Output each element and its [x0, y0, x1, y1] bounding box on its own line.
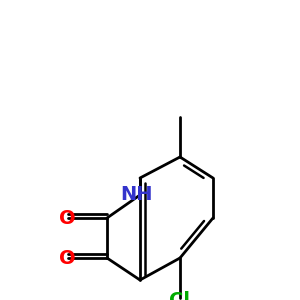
Text: NH: NH [121, 185, 153, 205]
Text: O: O [59, 248, 75, 268]
Text: O: O [59, 208, 75, 227]
Text: Cl: Cl [169, 290, 190, 300]
